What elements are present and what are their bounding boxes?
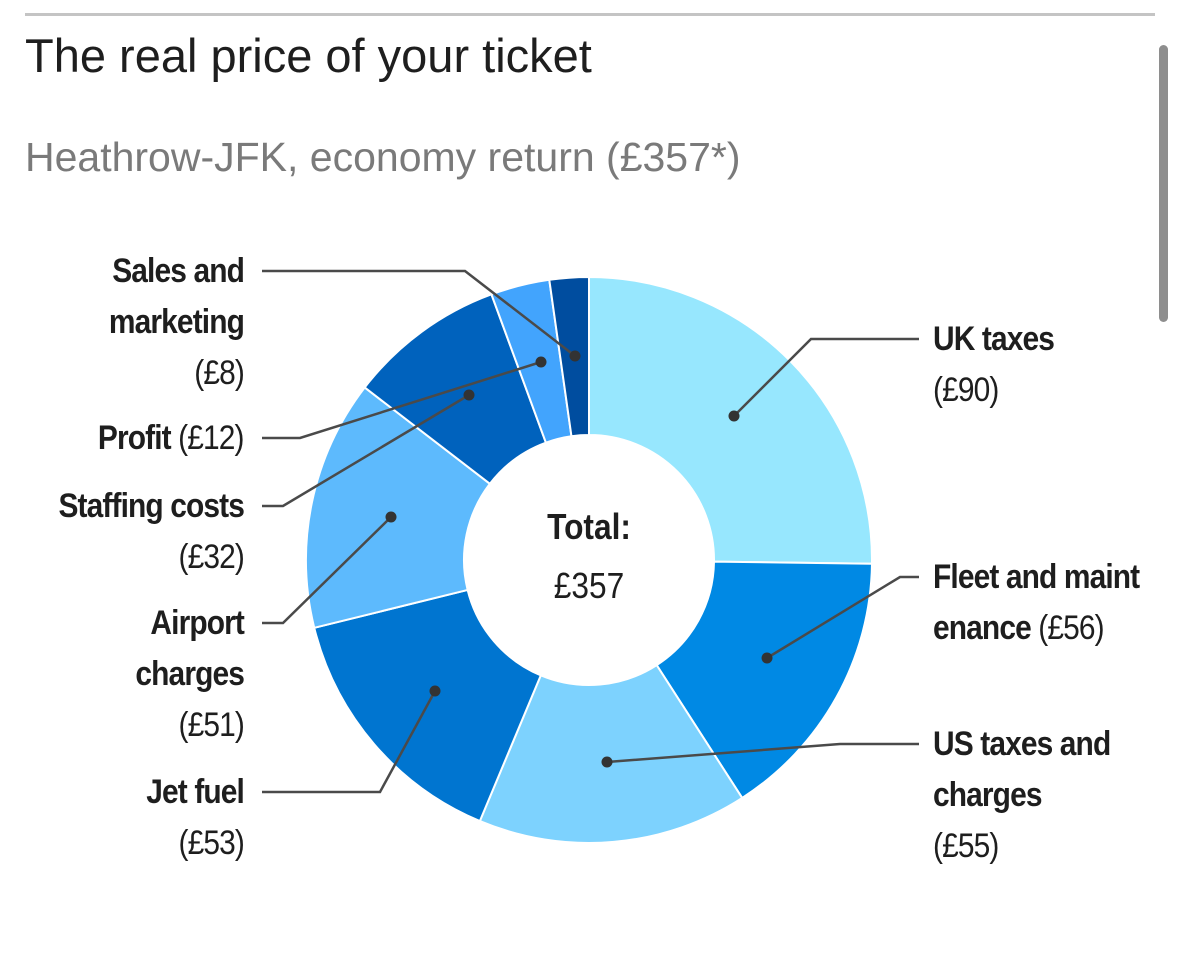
label-sales-value: (£8) [194, 354, 245, 392]
slice-uk-taxes [588, 275, 873, 565]
slice-us-taxes-and-charges [478, 663, 744, 844]
center-label: Total: [547, 506, 631, 547]
dot-jet-fuel [429, 685, 441, 697]
label-uk-taxes-value: (£90) [933, 371, 999, 409]
leader-us-taxes [606, 742, 919, 764]
label-profit-name: Profit [98, 419, 172, 457]
slice-fleet-and-maintenance [655, 560, 873, 800]
label-airport-value: (£51) [178, 706, 245, 744]
label-sales: Sales and marketing (£8) [33, 246, 245, 399]
slice-airport-charges [305, 386, 492, 630]
slice-sales-and-marketing [548, 275, 590, 438]
label-fleet-value: (£56) [1038, 609, 1104, 647]
leader-profit [262, 360, 542, 440]
dot-us-taxes [601, 756, 613, 768]
leader-fleet [766, 575, 919, 660]
center-value: £357 [553, 565, 625, 606]
dot-sales [569, 350, 581, 362]
label-profit: Profit (£12) [98, 413, 245, 464]
label-airport: Airport charges (£51) [68, 598, 244, 751]
label-staffing: Staffing costs (£32) [42, 481, 244, 583]
label-us-taxes-name: US taxes and charges [933, 725, 1111, 814]
label-uk-taxes: UK taxes (£90) [933, 314, 1144, 416]
leader-airport [262, 516, 392, 625]
leader-sales [262, 269, 576, 357]
label-jet-fuel: Jet fuel (£53) [68, 767, 245, 869]
leader-staffing [262, 393, 470, 508]
label-staffing-value: (£32) [178, 538, 245, 576]
leader-uk-taxes [733, 337, 919, 417]
scrollbar[interactable] [1159, 45, 1168, 322]
label-jet-fuel-name: Jet fuel [146, 773, 245, 811]
label-airport-name: Airport charges [135, 604, 244, 693]
label-us-taxes: US taxes and charges (£55) [933, 719, 1144, 872]
label-profit-value: (£12) [178, 419, 245, 457]
label-jet-fuel-value: (£53) [178, 824, 245, 862]
label-fleet-name: Fleet and maintenance [933, 558, 1140, 647]
label-sales-name: Sales and marketing [108, 252, 245, 341]
label-staffing-name: Staffing costs [58, 487, 244, 525]
label-us-taxes-value: (£55) [933, 827, 999, 865]
dot-profit [535, 356, 547, 368]
leader-jet-fuel [262, 690, 437, 794]
dot-staffing [463, 389, 475, 401]
top-rule [25, 13, 1155, 16]
dot-fleet [761, 652, 773, 664]
label-uk-taxes-name: UK taxes [933, 320, 1055, 358]
dot-uk-taxes [728, 410, 740, 422]
chart-title: The real price of your ticket [25, 29, 592, 82]
dot-airport [385, 511, 397, 523]
chart-subtitle: Heathrow-JFK, economy return (£357*) [25, 134, 741, 180]
label-fleet: Fleet and maintenance (£56) [933, 552, 1144, 654]
